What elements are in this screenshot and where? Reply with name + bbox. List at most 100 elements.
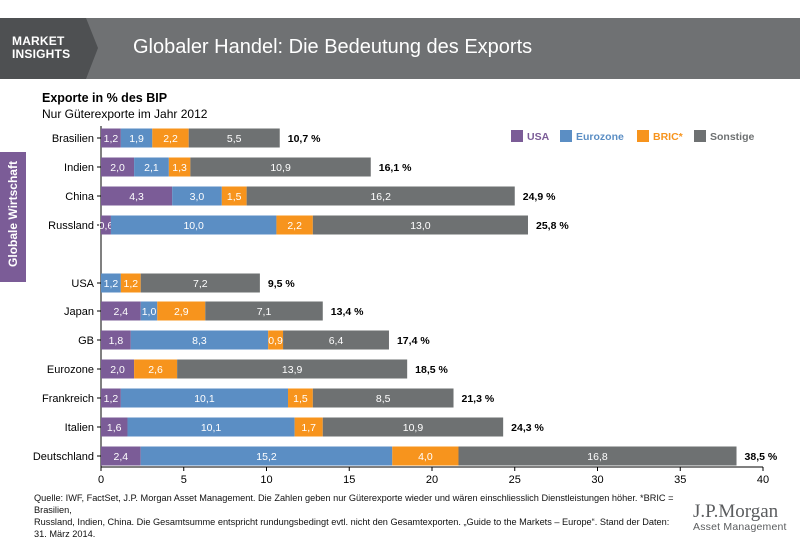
chart-title: Exporte in % des BIP — [42, 91, 168, 105]
total-label-gb: 17,4 % — [397, 335, 430, 347]
bar-usa-frankreich — [101, 388, 121, 408]
bar-value-label: 8,3 — [192, 335, 207, 347]
source-line-2: Russland, Indien, China. Die Gesamtsumme… — [34, 517, 670, 539]
bar-sonstige-usa — [140, 273, 260, 293]
bar-eurozone-italien — [127, 417, 295, 437]
bar-sonstige-italien — [322, 417, 504, 437]
bar-bric-gb — [268, 330, 284, 350]
bar-value-label: 13,9 — [282, 364, 303, 376]
category-label-japan: Japan — [64, 306, 94, 318]
bar-value-label: 1,5 — [227, 191, 242, 203]
total-label-china: 24,9 % — [523, 191, 556, 203]
x-tick-label: 35 — [674, 474, 686, 486]
legend-swatch-bric — [637, 130, 649, 142]
bar-value-label: 10,0 — [183, 220, 204, 232]
category-label-usa: USA — [71, 278, 94, 290]
bar-value-label: 5,5 — [227, 133, 242, 145]
total-label-brasilien: 10,7 % — [288, 133, 321, 145]
bar-value-label: 2,0 — [110, 364, 125, 376]
bar-usa-eurozone — [101, 359, 135, 379]
bar-eurozone-usa — [101, 273, 121, 293]
category-label-brasilien: Brasilien — [52, 133, 94, 145]
category-label-russland: Russland — [48, 220, 94, 232]
bar-value-label: 4,3 — [129, 191, 144, 203]
bar-usa-japan — [101, 301, 141, 321]
x-tick-label: 25 — [509, 474, 521, 486]
legend-swatch-usa — [511, 130, 523, 142]
bar-eurozone-japan — [140, 301, 158, 321]
bar-eurozone-gb — [130, 330, 269, 350]
bar-sonstige-china — [246, 186, 515, 206]
bar-bric-italien — [294, 417, 323, 437]
bar-sonstige-frankreich — [312, 388, 454, 408]
legend-label-eurozone: Eurozone — [576, 131, 624, 143]
total-label-russland: 25,8 % — [536, 220, 569, 232]
bar-eurozone-deutschland — [140, 446, 393, 466]
bar-value-label: 1,6 — [107, 422, 122, 434]
bar-value-label: 1,0 — [142, 306, 157, 318]
total-label-usa: 9,5 % — [268, 278, 296, 290]
bar-value-label: 0,9 — [268, 335, 283, 347]
logo-wordmark: J.P.Morgan — [693, 501, 779, 522]
x-tick-label: 40 — [757, 474, 769, 486]
total-label-deutschland: 38,5 % — [745, 451, 778, 463]
bar-sonstige-deutschland — [458, 446, 737, 466]
bar-value-label: 16,2 — [370, 191, 391, 203]
bar-value-label: 7,2 — [193, 278, 208, 290]
total-label-indien: 16,1 % — [379, 162, 412, 174]
bar-value-label: 2,2 — [163, 133, 178, 145]
bar-bric-russland — [276, 215, 313, 235]
x-tick-label: 15 — [343, 474, 355, 486]
bar-bric-eurozone — [134, 359, 178, 379]
bar-sonstige-russland — [312, 215, 528, 235]
bar-value-label: 4,0 — [418, 451, 433, 463]
market-insights-badge: MARKET INSIGHTS — [0, 18, 98, 79]
bar-value-label: 1,2 — [123, 278, 138, 290]
category-label-frankreich: Frankreich — [42, 393, 94, 405]
total-label-japan: 13,4 % — [331, 306, 364, 318]
bar-usa-italien — [101, 417, 128, 437]
bar-usa-indien — [101, 157, 135, 177]
bar-value-label: 1,2 — [104, 278, 119, 290]
total-label-italien: 24,3 % — [511, 422, 544, 434]
bar-sonstige-indien — [190, 157, 371, 177]
logo-subtitle: Asset Management — [693, 521, 787, 533]
x-tick-label: 10 — [260, 474, 272, 486]
bar-value-label: 2,4 — [114, 451, 129, 463]
bar-value-label: 1,9 — [129, 133, 144, 145]
bar-eurozone-indien — [134, 157, 169, 177]
bar-value-label: 15,2 — [256, 451, 277, 463]
bar-bric-frankreich — [288, 388, 313, 408]
bar-eurozone-russland — [110, 215, 277, 235]
bar-value-label: 3,0 — [190, 191, 205, 203]
bar-value-label: 2,4 — [114, 306, 129, 318]
jpmorgan-logo: J.P.Morgan Asset Management — [693, 502, 787, 533]
bar-value-label: 10,9 — [403, 422, 424, 434]
category-label-china: China — [65, 191, 95, 203]
bar-bric-deutschland — [392, 446, 459, 466]
bar-bric-japan — [157, 301, 206, 321]
legend-label-sonstige: Sonstige — [710, 131, 754, 143]
source-note: Quelle: IWF, FactSet, J.P. Morgan Asset … — [34, 492, 674, 540]
bar-value-label: 2,0 — [110, 162, 125, 174]
bar-value-label: 6,4 — [329, 335, 344, 347]
category-label-italien: Italien — [65, 422, 94, 434]
bar-eurozone-china — [172, 186, 222, 206]
bar-sonstige-gb — [283, 330, 389, 350]
category-label-gb: GB — [78, 335, 94, 347]
total-label-frankreich: 21,3 % — [462, 393, 495, 405]
bar-usa-brasilien — [101, 128, 121, 148]
bar-value-label: 2,6 — [148, 364, 163, 376]
bar-value-label: 1,7 — [301, 422, 316, 434]
source-line-1: Quelle: IWF, FactSet, J.P. Morgan Asset … — [34, 493, 674, 515]
bar-value-label: 10,1 — [194, 393, 215, 405]
bar-bric-brasilien — [152, 128, 189, 148]
bar-value-label: 1,2 — [104, 133, 119, 145]
bar-sonstige-japan — [205, 301, 323, 321]
bar-value-label: 8,5 — [376, 393, 391, 405]
x-tick-label: 30 — [591, 474, 603, 486]
legend-swatch-eurozone — [560, 130, 572, 142]
brand-line-1: MARKET — [12, 34, 65, 48]
bar-usa-russland — [101, 215, 111, 235]
